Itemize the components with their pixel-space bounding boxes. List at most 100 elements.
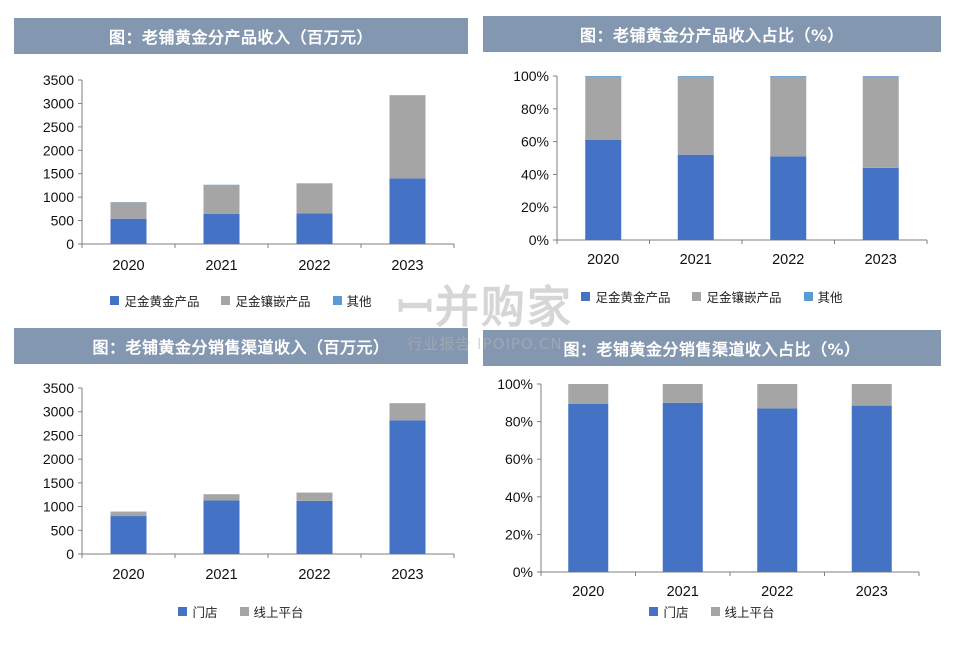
legend-label: 门店 (663, 605, 689, 620)
x-tick-label: 2020 (112, 258, 144, 274)
bar-segment-1 (110, 218, 147, 244)
bar-segment-2 (585, 76, 622, 140)
legend-swatch (178, 607, 188, 616)
bar-chart-product-revenue: 0 500 1000 1500 2000 2500 3000 3500 2020 2021 2022… (43, 72, 455, 274)
bar-segment-1 (757, 408, 798, 572)
legend-item: 足金黄金产品 (581, 287, 670, 306)
bar-segment-2 (677, 76, 714, 155)
x-tick-label: 2022 (298, 567, 330, 583)
bar-chart-channel-revenue: 0 500 1000 1500 2000 2500 3000 3500 2020 2021 2022… (43, 380, 455, 583)
bar-segment-2 (203, 184, 240, 215)
legend-item: 门店 (649, 602, 689, 621)
x-tick-label: 2021 (680, 252, 712, 268)
y-tick-label: 2500 (43, 427, 74, 443)
bar-segment-2 (851, 384, 892, 406)
bar-segment-1 (585, 139, 622, 240)
legend-item: 门店 (178, 602, 218, 621)
y-tick-label: 0% (513, 564, 533, 580)
x-tick-label: 2023 (865, 252, 897, 268)
bar-segment-1 (862, 167, 899, 240)
y-tick-label: 2500 (43, 119, 74, 135)
x-tick-label: 2020 (572, 584, 604, 600)
bar-chart-channel-share: 0% 20% 40% 60% 80% 100% 2020 2021 2022 2023 (497, 376, 920, 600)
legend-label: 足金黄金产品 (124, 294, 200, 309)
legend-label: 线上平台 (253, 605, 304, 620)
y-tick-label: 100% (497, 376, 533, 392)
chart-title: 图：老铺黄金分产品收入（百万元） (14, 18, 468, 54)
y-tick-label: 0 (66, 546, 74, 562)
chart-legend: 足金黄金产品 足金镶嵌产品 其他 (14, 291, 468, 310)
legend-item: 其他 (803, 287, 843, 306)
bar-segment-1 (110, 516, 147, 554)
x-tick-label: 2022 (761, 584, 793, 600)
y-tick-label: 80% (521, 101, 549, 117)
y-tick-label: 20% (521, 199, 549, 215)
legend-label: 线上平台 (724, 605, 775, 620)
y-tick-label: 3000 (43, 404, 74, 420)
bar-segment-2 (296, 492, 333, 501)
bar-segment-2 (389, 95, 426, 179)
x-tick-label: 2022 (772, 252, 804, 268)
y-tick-label: 1000 (43, 189, 74, 205)
legend-swatch (332, 296, 342, 305)
chart-legend: 足金黄金产品 足金镶嵌产品 其他 (483, 287, 941, 306)
bar-segment-2 (110, 511, 147, 517)
bar-segment-1 (203, 500, 240, 554)
legend-swatch (692, 292, 702, 301)
bar-segment-1 (296, 213, 333, 244)
y-tick-label: 1000 (43, 499, 74, 515)
chart-panel-product-revenue: 图：老铺黄金分产品收入（百万元） 0 500 1000 1500 2000 2500 300… (14, 18, 468, 318)
bar-segment-1 (770, 156, 807, 240)
x-tick-label: 2021 (205, 258, 237, 274)
y-tick-label: 1500 (43, 166, 74, 182)
legend-swatch (581, 292, 591, 301)
legend-swatch (649, 607, 659, 616)
bar-segment-2 (568, 384, 609, 404)
legend-item: 线上平台 (239, 602, 304, 621)
y-tick-label: 3000 (43, 95, 74, 111)
bar-segment-3 (677, 76, 714, 77)
legend-label: 其他 (346, 294, 372, 309)
y-tick-label: 40% (505, 489, 533, 505)
legend-label: 足金黄金产品 (595, 290, 671, 305)
y-tick-label: 3500 (43, 72, 74, 88)
legend-label: 门店 (192, 605, 218, 620)
legend-swatch (110, 296, 120, 305)
bar-segment-2 (662, 384, 703, 403)
chart-title: 图：老铺黄金分销售渠道收入占比（%） (483, 330, 941, 366)
y-tick-label: 2000 (43, 142, 74, 158)
y-tick-label: 20% (505, 526, 533, 542)
legend-label: 其他 (817, 290, 843, 305)
bar-segment-1 (568, 403, 609, 572)
y-tick-label: 1500 (43, 475, 74, 491)
legend-label: 足金镶嵌产品 (706, 290, 782, 305)
bar-segment-2 (757, 384, 798, 409)
bar-chart-product-share: 0% 20% 40% 60% 80% 100% 2020 2021 2022 2023 (513, 68, 928, 268)
chart-panel-product-share: 图：老铺黄金分产品收入占比（%） 0% 20% 40% 60% 80% 100% 2020 2… (483, 16, 941, 316)
legend-swatch (710, 607, 720, 616)
legend-item: 足金镶嵌产品 (692, 287, 782, 306)
y-tick-label: 2000 (43, 451, 74, 467)
x-tick-label: 2021 (205, 567, 237, 583)
x-tick-label: 2022 (298, 258, 330, 274)
bar-segment-1 (389, 420, 426, 554)
y-tick-label: 500 (51, 213, 75, 229)
y-tick-label: 80% (505, 414, 533, 430)
bar-segment-1 (662, 402, 703, 572)
y-tick-label: 0% (529, 232, 549, 248)
y-tick-label: 3500 (43, 380, 74, 396)
bar-segment-2 (110, 202, 147, 219)
bar-segment-2 (389, 403, 426, 421)
legend-item: 足金黄金产品 (110, 291, 199, 310)
chart-title: 图：老铺黄金分产品收入占比（%） (483, 16, 941, 52)
legend-item: 足金镶嵌产品 (221, 291, 311, 310)
bar-segment-1 (677, 154, 714, 240)
chart-title: 图：老铺黄金分销售渠道收入（百万元） (14, 328, 468, 364)
bar-segment-3 (585, 76, 622, 77)
chart-legend: 门店 线上平台 (14, 602, 468, 621)
x-tick-label: 2023 (856, 584, 888, 600)
bar-segment-2 (203, 494, 240, 501)
bar-segment-1 (389, 178, 426, 244)
legend-swatch (221, 296, 231, 305)
legend-item: 线上平台 (710, 602, 775, 621)
